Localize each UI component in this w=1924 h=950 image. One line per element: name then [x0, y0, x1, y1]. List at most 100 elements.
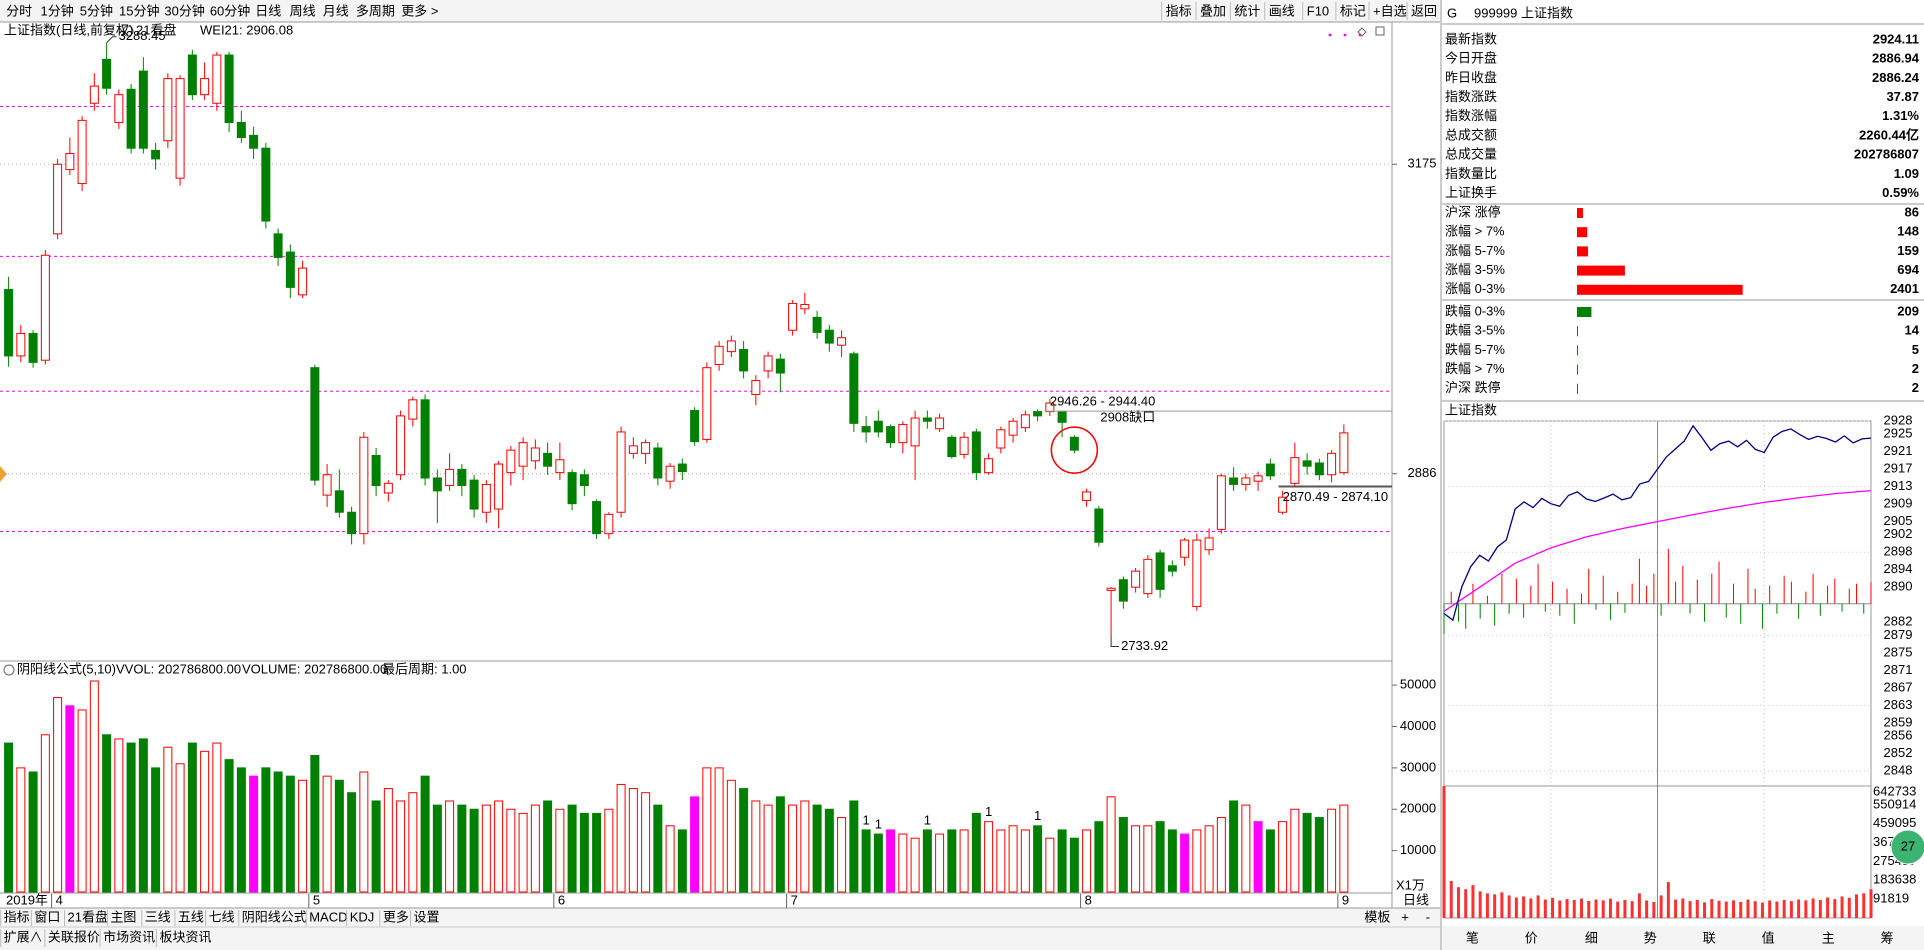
- footer-tab[interactable]: MACD: [309, 909, 347, 924]
- panel-tab[interactable]: 势: [1644, 930, 1657, 945]
- footer-tab[interactable]: +: [1401, 909, 1409, 924]
- period-tab[interactable]: 分时: [6, 3, 32, 18]
- y-tick-label: 2863: [1884, 697, 1913, 712]
- period-tab[interactable]: 更多 >: [401, 3, 438, 18]
- volume-bar: [861, 829, 871, 893]
- footer-tab[interactable]: KDJ: [350, 909, 375, 924]
- breadth-label: 沪深 涨停: [1445, 204, 1501, 219]
- footer-tab[interactable]: 板块资讯: [160, 929, 212, 944]
- volume-bar: [420, 775, 430, 893]
- period-tab[interactable]: 30分钟: [164, 3, 204, 18]
- breadth-value: 86: [1905, 204, 1919, 219]
- y-tick-label: 50000: [1400, 677, 1436, 692]
- candle-body: [886, 426, 896, 444]
- icon[interactable]: [1357, 27, 1367, 37]
- period-tab[interactable]: 1分钟: [40, 3, 73, 18]
- footer-tab[interactable]: 市场资讯: [103, 929, 155, 944]
- footer-tab[interactable]: -: [1426, 909, 1430, 924]
- candle-body: [873, 420, 883, 433]
- period-tab[interactable]: 月线: [323, 3, 349, 18]
- tool-button[interactable]: 统计: [1234, 3, 1260, 18]
- footer-tab[interactable]: 五线: [178, 909, 204, 924]
- volume-bar: [1155, 821, 1165, 893]
- volume-indicator: 最后周期: 1.00: [382, 661, 467, 676]
- volume-bar: [898, 833, 908, 893]
- candle-body: [751, 380, 761, 395]
- candle-body: [1265, 463, 1275, 477]
- y-tick-label: 2928: [1884, 412, 1913, 427]
- icon[interactable]: [1375, 26, 1385, 36]
- volume-bar: [616, 783, 626, 893]
- period-tab[interactable]: 5分钟: [80, 3, 113, 18]
- security-name: 999999 上证指数: [1474, 5, 1573, 20]
- candle-body: [1339, 432, 1349, 474]
- footer-tab[interactable]: 窗口: [34, 909, 60, 924]
- volume-bar: [322, 775, 332, 893]
- volume-bar: [1069, 837, 1079, 893]
- period-tab[interactable]: 日线: [255, 3, 281, 18]
- candle-body: [1106, 587, 1116, 591]
- breadth-label: 跌幅 5-7%: [1445, 342, 1505, 357]
- footer-tab[interactable]: 关联报价: [48, 929, 100, 944]
- period-tab[interactable]: 多周期: [356, 3, 395, 18]
- volume-bar: [886, 829, 896, 893]
- breadth-bar: [1577, 246, 1588, 257]
- quote-value: 37.87: [1886, 89, 1919, 104]
- volume-bar: [1339, 804, 1349, 893]
- panel-tab[interactable]: 价: [1525, 930, 1538, 945]
- tool-button[interactable]: 返回: [1411, 3, 1437, 18]
- badge[interactable]: [1890, 829, 1924, 865]
- footer-tab[interactable]: 主图: [110, 909, 136, 924]
- candle-body: [249, 134, 259, 149]
- period-tab[interactable]: 周线: [290, 3, 316, 18]
- breadth-label: 跌幅 0-3%: [1445, 303, 1505, 318]
- gap-circle: [1050, 426, 1099, 474]
- candle-body: [163, 78, 173, 142]
- chart-title: 上证指数(日线,前复权): [4, 22, 133, 37]
- tool-button[interactable]: F10: [1307, 3, 1329, 18]
- volume-bar: [714, 767, 724, 893]
- footer-tab[interactable]: 更多: [383, 909, 409, 924]
- candle-body: [1082, 491, 1092, 501]
- candle-body: [334, 490, 344, 513]
- footer-tab[interactable]: 设置: [413, 909, 439, 924]
- panel-tab[interactable]: 细: [1585, 930, 1598, 945]
- breadth-label: 涨幅 3-5%: [1445, 262, 1505, 277]
- footer-tab[interactable]: 21看盘: [67, 909, 107, 924]
- panel-tab[interactable]: 筹: [1881, 930, 1894, 945]
- period-tab[interactable]: 60分钟: [210, 3, 250, 18]
- tool-button[interactable]: 标记: [1340, 3, 1366, 18]
- candle-body: [298, 267, 308, 296]
- footer-tab[interactable]: 扩展∧: [4, 929, 43, 944]
- candle-body: [922, 417, 932, 422]
- volume-bar: [763, 804, 773, 893]
- panel-tab[interactable]: 值: [1762, 930, 1775, 945]
- badge-text[interactable]: 27: [1901, 838, 1915, 853]
- breadth-label: 跌幅 > 7%: [1445, 361, 1505, 376]
- volume-bar: [285, 775, 295, 893]
- volume-bar: [996, 829, 1006, 893]
- tool-button[interactable]: 画线: [1269, 3, 1295, 18]
- breadth-value: 2: [1912, 380, 1919, 395]
- panel-tab[interactable]: 主: [1822, 930, 1835, 945]
- breadth-label: 涨幅 0-3%: [1445, 281, 1505, 296]
- period-tab[interactable]: 15分钟: [119, 3, 159, 18]
- volume-bar: [1008, 825, 1018, 893]
- panel-tab[interactable]: 笔: [1466, 930, 1479, 945]
- tool-button[interactable]: 叠加: [1200, 3, 1226, 18]
- volume-bar: [396, 800, 406, 893]
- volume-bar: [555, 808, 565, 893]
- footer-tab[interactable]: 阴阳线公式: [242, 909, 307, 924]
- panel-tab[interactable]: 联: [1703, 930, 1716, 945]
- candle-body: [236, 122, 246, 138]
- footer-tab[interactable]: 指标: [4, 909, 30, 924]
- volume-bar: [310, 754, 320, 893]
- footer-tab[interactable]: 模板: [1364, 909, 1390, 924]
- tool-button[interactable]: 指标: [1166, 3, 1192, 18]
- tool-button[interactable]: +自选: [1373, 3, 1407, 18]
- footer-tab[interactable]: 三线: [145, 909, 171, 924]
- footer-tab[interactable]: 七线: [209, 909, 235, 924]
- y-tick-label: 30000: [1400, 759, 1436, 774]
- candle-body: [947, 436, 957, 458]
- candle-body: [151, 149, 161, 160]
